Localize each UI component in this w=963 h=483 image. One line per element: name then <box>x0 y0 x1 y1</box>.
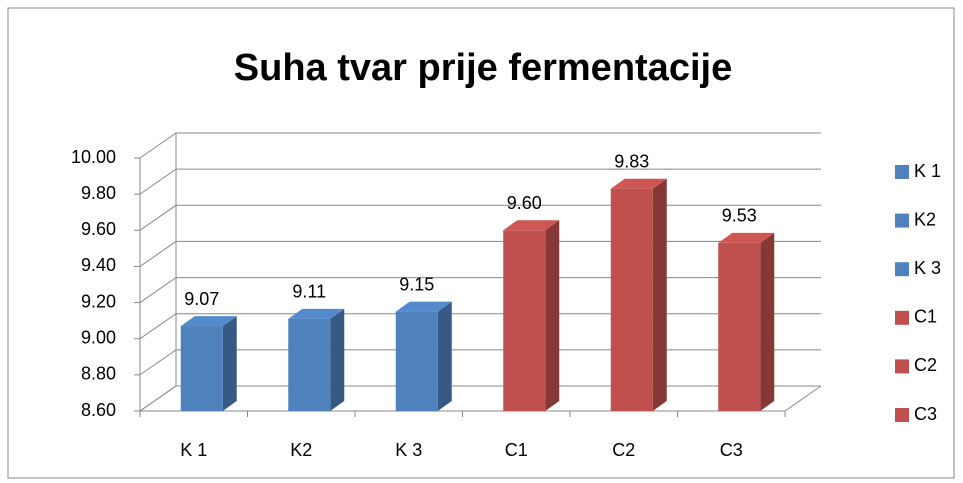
x-tick-label: K 1 <box>180 440 207 460</box>
legend-label: K 1 <box>914 161 941 181</box>
bar-side <box>437 301 452 411</box>
grid-line <box>139 204 821 231</box>
y-tick-label: 9.80 <box>81 183 116 203</box>
bar-side <box>760 232 775 411</box>
grid-line <box>139 168 821 195</box>
bar <box>288 308 345 411</box>
bar-side <box>222 316 237 411</box>
legend-swatch <box>895 213 909 228</box>
value-label: 9.53 <box>722 206 757 226</box>
bar-front <box>503 230 546 411</box>
chart-border <box>7 7 955 479</box>
bar-side <box>545 220 560 411</box>
bar-front <box>395 311 438 411</box>
bar-side <box>652 178 667 411</box>
y-tick-label: 8.60 <box>81 400 116 420</box>
bar <box>503 220 560 411</box>
chart-title: Suha tvar prije fermentacije <box>234 47 732 89</box>
legend-swatch <box>895 310 909 325</box>
value-label: 9.83 <box>614 151 649 171</box>
grid-line <box>139 385 821 412</box>
bar-top <box>395 301 452 312</box>
legend-swatch <box>895 165 909 179</box>
legend-label: C2 <box>914 355 937 375</box>
bar-top <box>180 316 237 327</box>
value-label: 9.11 <box>292 282 326 302</box>
legend-swatch <box>895 408 909 422</box>
x-tick-label: C1 <box>505 440 528 460</box>
y-tick-label: 9.40 <box>81 255 116 275</box>
bar-top <box>610 178 667 189</box>
x-tick-label: C2 <box>612 440 635 460</box>
grid-line <box>139 132 821 159</box>
y-tick-label: 8.80 <box>81 364 116 384</box>
y-tick-label: 9.20 <box>81 291 116 311</box>
legend-swatch <box>895 359 909 374</box>
bar-front <box>288 318 331 411</box>
bar-side <box>330 308 345 411</box>
bar <box>180 316 237 411</box>
bar <box>718 232 775 411</box>
y-tick-label: 9.60 <box>81 219 116 239</box>
y-tick-label: 10.00 <box>71 147 116 167</box>
legend-label: K 3 <box>914 258 941 278</box>
legend-label: K2 <box>914 209 936 229</box>
bar-top <box>503 220 560 231</box>
grid-line <box>139 349 821 376</box>
grid-line <box>139 240 821 267</box>
value-label: 9.15 <box>399 274 434 294</box>
x-tick-label: K 3 <box>395 440 422 460</box>
grid-line <box>139 277 821 303</box>
bar <box>610 178 667 411</box>
bar-front <box>718 242 761 411</box>
value-label: 9.07 <box>184 289 219 309</box>
x-tick-label: C3 <box>720 440 743 460</box>
bar <box>395 301 452 411</box>
bar-front <box>610 188 653 411</box>
y-tick-label: 9.00 <box>81 327 116 347</box>
bar-front <box>180 326 223 411</box>
grid-line <box>139 313 821 340</box>
legend-label: C3 <box>914 404 937 424</box>
bar-top <box>718 232 775 243</box>
legend-label: C1 <box>914 307 937 327</box>
legend-swatch <box>895 262 909 277</box>
value-label: 9.60 <box>507 193 542 213</box>
bar-top <box>288 308 345 319</box>
x-tick-label: K2 <box>290 440 312 460</box>
